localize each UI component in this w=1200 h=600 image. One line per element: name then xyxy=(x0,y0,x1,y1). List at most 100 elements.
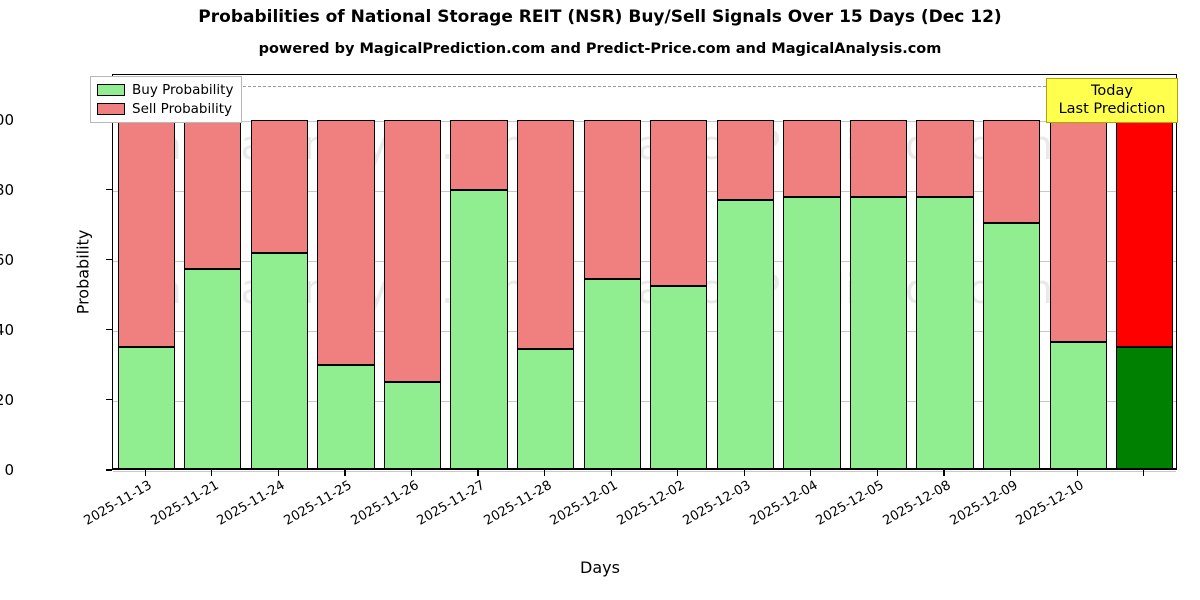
bar-2025-12-01[interactable] xyxy=(583,119,641,471)
bar-segment-sell xyxy=(184,119,242,269)
today-annotation: Today Last Prediction xyxy=(1046,78,1178,123)
y-tick-label: 40 xyxy=(0,320,14,339)
bar-segment-sell xyxy=(783,119,841,197)
x-tick-mark xyxy=(211,470,213,476)
x-tick-mark xyxy=(743,470,745,476)
bar-segment-sell xyxy=(450,119,508,190)
y-tick-label: 80 xyxy=(0,180,14,199)
x-tick-mark xyxy=(610,470,612,476)
today-annotation-line1: Today xyxy=(1091,83,1133,99)
bar-2025-11-24[interactable] xyxy=(250,119,309,471)
bar-segment-buy xyxy=(982,223,1041,471)
legend-label-buy: Buy Probability xyxy=(132,82,234,98)
x-axis-line xyxy=(113,467,1176,469)
y-tick-label: 60 xyxy=(0,250,14,269)
bar-segment-buy xyxy=(849,196,908,471)
x-tick-mark xyxy=(544,470,546,476)
bar-2025-11-21[interactable] xyxy=(184,119,242,471)
bar-segment-buy xyxy=(650,286,708,471)
bars-layer xyxy=(113,75,1176,471)
x-tick-mark xyxy=(677,470,679,476)
legend-swatch-sell xyxy=(97,103,125,115)
gridline xyxy=(113,190,1176,192)
legend-item-sell[interactable]: Sell Probability xyxy=(97,101,233,117)
reference-line xyxy=(113,85,1176,87)
gridline xyxy=(113,471,1176,472)
x-tick-mark xyxy=(410,470,413,476)
y-axis-label: Probability xyxy=(73,229,93,315)
bar-segment-buy xyxy=(517,349,575,471)
bar-segment-buy xyxy=(583,279,641,471)
bar-2025-12-10[interactable] xyxy=(1049,119,1107,471)
legend-item-buy[interactable]: Buy Probability xyxy=(97,82,233,98)
bar-2025-12-05[interactable] xyxy=(849,119,908,471)
bar-segment-sell xyxy=(650,119,708,287)
bar-2025-11-27[interactable] xyxy=(450,119,508,471)
y-tick-label: 20 xyxy=(0,390,14,409)
x-tick-mark xyxy=(1143,470,1145,476)
y-tick-label: 100 xyxy=(0,110,14,129)
x-tick-mark xyxy=(144,470,146,476)
bar-2025-11-28[interactable] xyxy=(517,119,575,471)
plot-area: MagicalAnalysis.comMagicalPrediction.com… xyxy=(74,74,1177,472)
bar-segment-sell xyxy=(716,119,774,201)
bar-segment-buy xyxy=(250,252,309,471)
bar-2025-12-02[interactable] xyxy=(650,119,708,471)
bar-segment-buy xyxy=(450,189,508,471)
bar-segment-sell xyxy=(383,119,442,383)
x-tick-mark xyxy=(344,470,346,476)
gridline xyxy=(113,330,1176,332)
bar-segment-buy xyxy=(1049,342,1107,471)
bar-segment-sell xyxy=(982,119,1041,224)
bar-segment-sell xyxy=(517,119,575,350)
bar-segment-sell xyxy=(583,119,641,280)
bar-segment-sell xyxy=(849,119,908,197)
y-tick-label: 0 xyxy=(4,461,14,479)
bar-segment-buy xyxy=(317,364,375,471)
y-tick-mark xyxy=(106,189,112,191)
bar-segment-sell xyxy=(1049,119,1107,343)
bar-segment-buy xyxy=(783,196,841,471)
gridline xyxy=(113,120,1176,122)
y-tick-mark xyxy=(106,329,112,331)
bar-segment-sell xyxy=(916,119,974,197)
bar-segment-sell xyxy=(1116,119,1174,348)
bar-2025-11-13[interactable] xyxy=(117,119,175,471)
bar-2025-11-25[interactable] xyxy=(317,119,375,471)
legend-label-sell: Sell Probability xyxy=(132,101,233,117)
bar-2025-12-04[interactable] xyxy=(783,119,841,471)
y-tick-mark xyxy=(106,259,112,261)
bar-segment-buy xyxy=(1116,347,1174,471)
chart-subtitle: powered by MagicalPrediction.com and Pre… xyxy=(258,41,942,57)
bar-segment-buy xyxy=(184,268,242,471)
x-axis-label: Days xyxy=(580,558,620,577)
bar-2025-11-26[interactable] xyxy=(383,119,442,471)
bar-segment-sell xyxy=(317,119,375,365)
bar-segment-buy xyxy=(117,347,175,471)
chart-legend: Buy Probability Sell Probability xyxy=(90,76,243,123)
y-tick-mark xyxy=(106,399,112,401)
bar-2025-12-03[interactable] xyxy=(716,119,774,471)
x-tick-mark xyxy=(1076,470,1078,476)
bar-segment-buy xyxy=(383,382,442,471)
bar-segment-sell xyxy=(117,119,175,348)
bar-2025-12-08[interactable] xyxy=(916,119,974,471)
today-annotation-line2: Last Prediction xyxy=(1058,101,1166,117)
x-tick-mark xyxy=(477,470,479,476)
chart-title: Probabilities of National Storage REIT (… xyxy=(198,7,1002,27)
bar-segment-sell xyxy=(250,119,309,253)
bar-segment-buy xyxy=(716,200,774,471)
gridline xyxy=(113,400,1176,402)
bar-2025-12-11[interactable] xyxy=(1116,119,1174,471)
legend-swatch-buy xyxy=(97,84,125,96)
bar-segment-buy xyxy=(916,196,974,471)
x-tick-mark xyxy=(277,470,279,476)
x-tick-mark xyxy=(1009,470,1012,476)
x-tick-mark xyxy=(943,470,945,476)
y-tick-mark xyxy=(106,469,112,471)
x-tick-mark xyxy=(810,470,812,476)
x-tick-mark xyxy=(876,470,879,476)
gridline xyxy=(113,260,1176,262)
bar-2025-12-09[interactable] xyxy=(982,119,1041,471)
